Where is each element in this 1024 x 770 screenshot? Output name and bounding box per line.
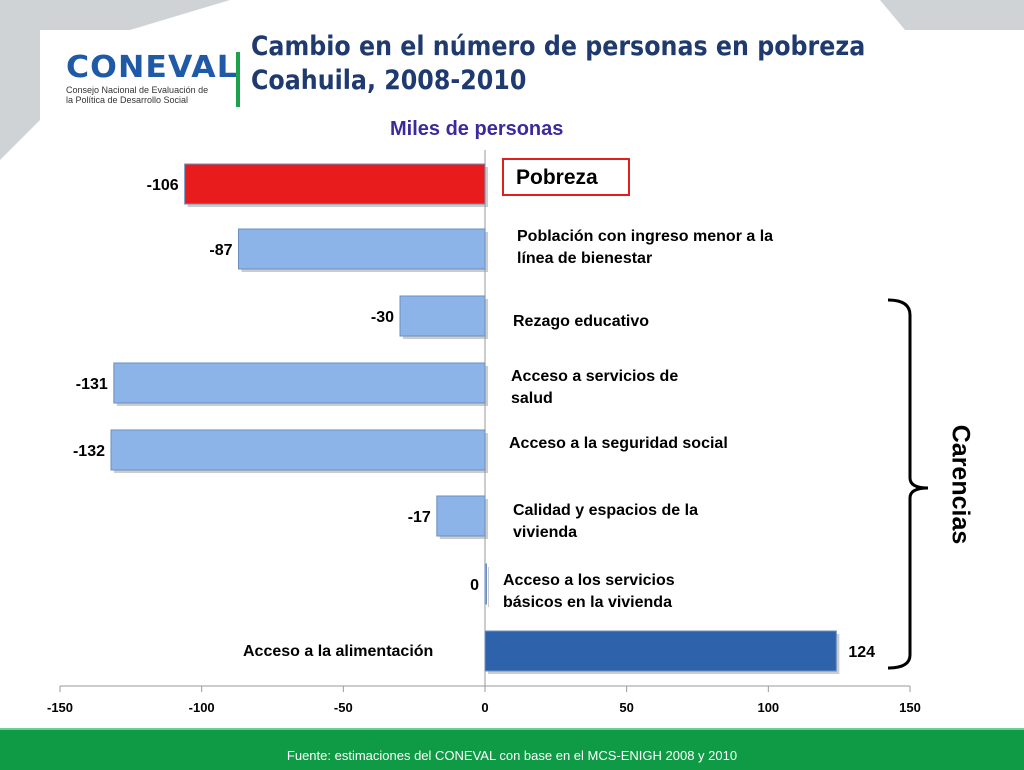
x-tick-label: -150 bbox=[47, 700, 73, 715]
data-label: -17 bbox=[408, 509, 431, 526]
coneval-logo: CONEVAL Consejo Nacional de Evaluación d… bbox=[66, 50, 237, 105]
category-label: Acceso a los servicios básicos en la viv… bbox=[503, 572, 675, 611]
x-tick-label: 100 bbox=[757, 700, 779, 715]
data-label: 0 bbox=[470, 577, 479, 594]
bar bbox=[484, 630, 837, 672]
data-label: -106 bbox=[147, 177, 179, 194]
bar bbox=[113, 362, 486, 404]
bar bbox=[399, 295, 486, 337]
footer: Fuente: estimaciones del CONEVAL con bas… bbox=[0, 728, 1024, 770]
category-label: Acceso a la seguridad social bbox=[509, 435, 728, 452]
data-label: -132 bbox=[73, 443, 105, 460]
bar bbox=[436, 495, 486, 537]
category-label: Rezago educativo bbox=[513, 313, 650, 330]
data-label: 124 bbox=[848, 644, 875, 661]
x-tick-label: 50 bbox=[619, 700, 633, 715]
title-line-2: Coahuila, 2008-2010 bbox=[251, 65, 527, 96]
category-label: Acceso a la alimentación bbox=[243, 643, 434, 660]
data-label: -87 bbox=[209, 242, 232, 259]
data-label: -30 bbox=[371, 309, 394, 326]
chart-title: Miles de personas bbox=[390, 118, 564, 140]
bar-shadow bbox=[488, 567, 489, 607]
x-tick-label: 0 bbox=[481, 700, 488, 715]
title-line-1: Cambio en el número de personas en pobre… bbox=[251, 31, 866, 62]
category-label: Calidad y espacios de la vivienda bbox=[513, 502, 698, 541]
bar bbox=[484, 563, 487, 605]
x-tick-label: 150 bbox=[899, 700, 921, 715]
bar bbox=[184, 163, 486, 205]
category-label-pobreza: Pobreza bbox=[502, 158, 630, 196]
source-note: Fuente: estimaciones del CONEVAL con bas… bbox=[286, 748, 738, 763]
divider bbox=[236, 52, 240, 107]
x-tick-label: -50 bbox=[334, 700, 353, 715]
logo-subtitle: Consejo Nacional de Evaluación de la Pol… bbox=[66, 85, 209, 105]
x-tick-label: -100 bbox=[189, 700, 215, 715]
logo-mark: CONEVAL bbox=[66, 50, 238, 85]
data-label: -131 bbox=[76, 376, 108, 393]
category-label: Acceso a servicios de salud bbox=[511, 368, 679, 407]
bar bbox=[110, 429, 486, 471]
carencias-label: Carencias bbox=[946, 424, 975, 545]
bar bbox=[238, 228, 486, 270]
category-label: Población con ingreso menor a la línea d… bbox=[517, 228, 774, 267]
page-title: Cambio en el número de personas en pobre… bbox=[251, 30, 865, 98]
